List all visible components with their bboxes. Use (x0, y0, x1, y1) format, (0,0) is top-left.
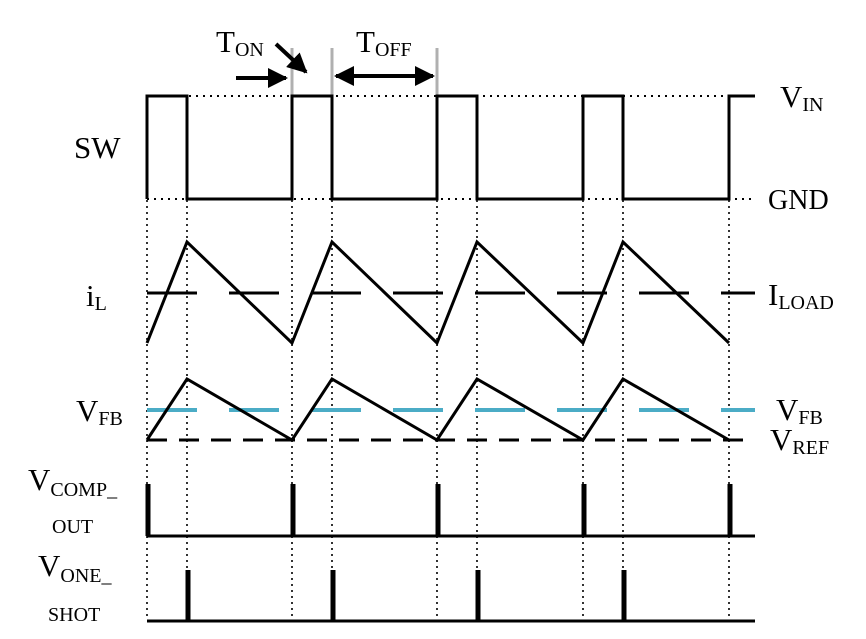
il-label: iL (86, 278, 107, 315)
toff-label: TOFF (356, 24, 412, 61)
vfb-waveform (145, 376, 755, 443)
sw-label: SW (74, 130, 121, 165)
il-waveform (145, 239, 755, 346)
vone-shot-label-line2: SHOT (48, 604, 100, 626)
vin-label: VIN (780, 79, 824, 116)
vfb-left-label: VFB (76, 393, 123, 430)
vcomp-out-waveform (145, 484, 755, 538)
ton-label: TON (216, 24, 264, 61)
vone-shot-label: VONE_ (38, 548, 112, 587)
vcomp-out-label: VCOMP_ (28, 462, 118, 501)
vref-label: VREF (770, 422, 829, 459)
iload-label: ILOAD (768, 277, 834, 314)
vfb-right-label: VFB (776, 392, 823, 429)
ton-arrows (236, 42, 308, 88)
vcomp-out-label-line2: OUT (52, 516, 93, 538)
vone-shot-waveform (147, 570, 755, 623)
gnd-label: GND (768, 185, 829, 216)
sw-waveform (145, 94, 755, 201)
